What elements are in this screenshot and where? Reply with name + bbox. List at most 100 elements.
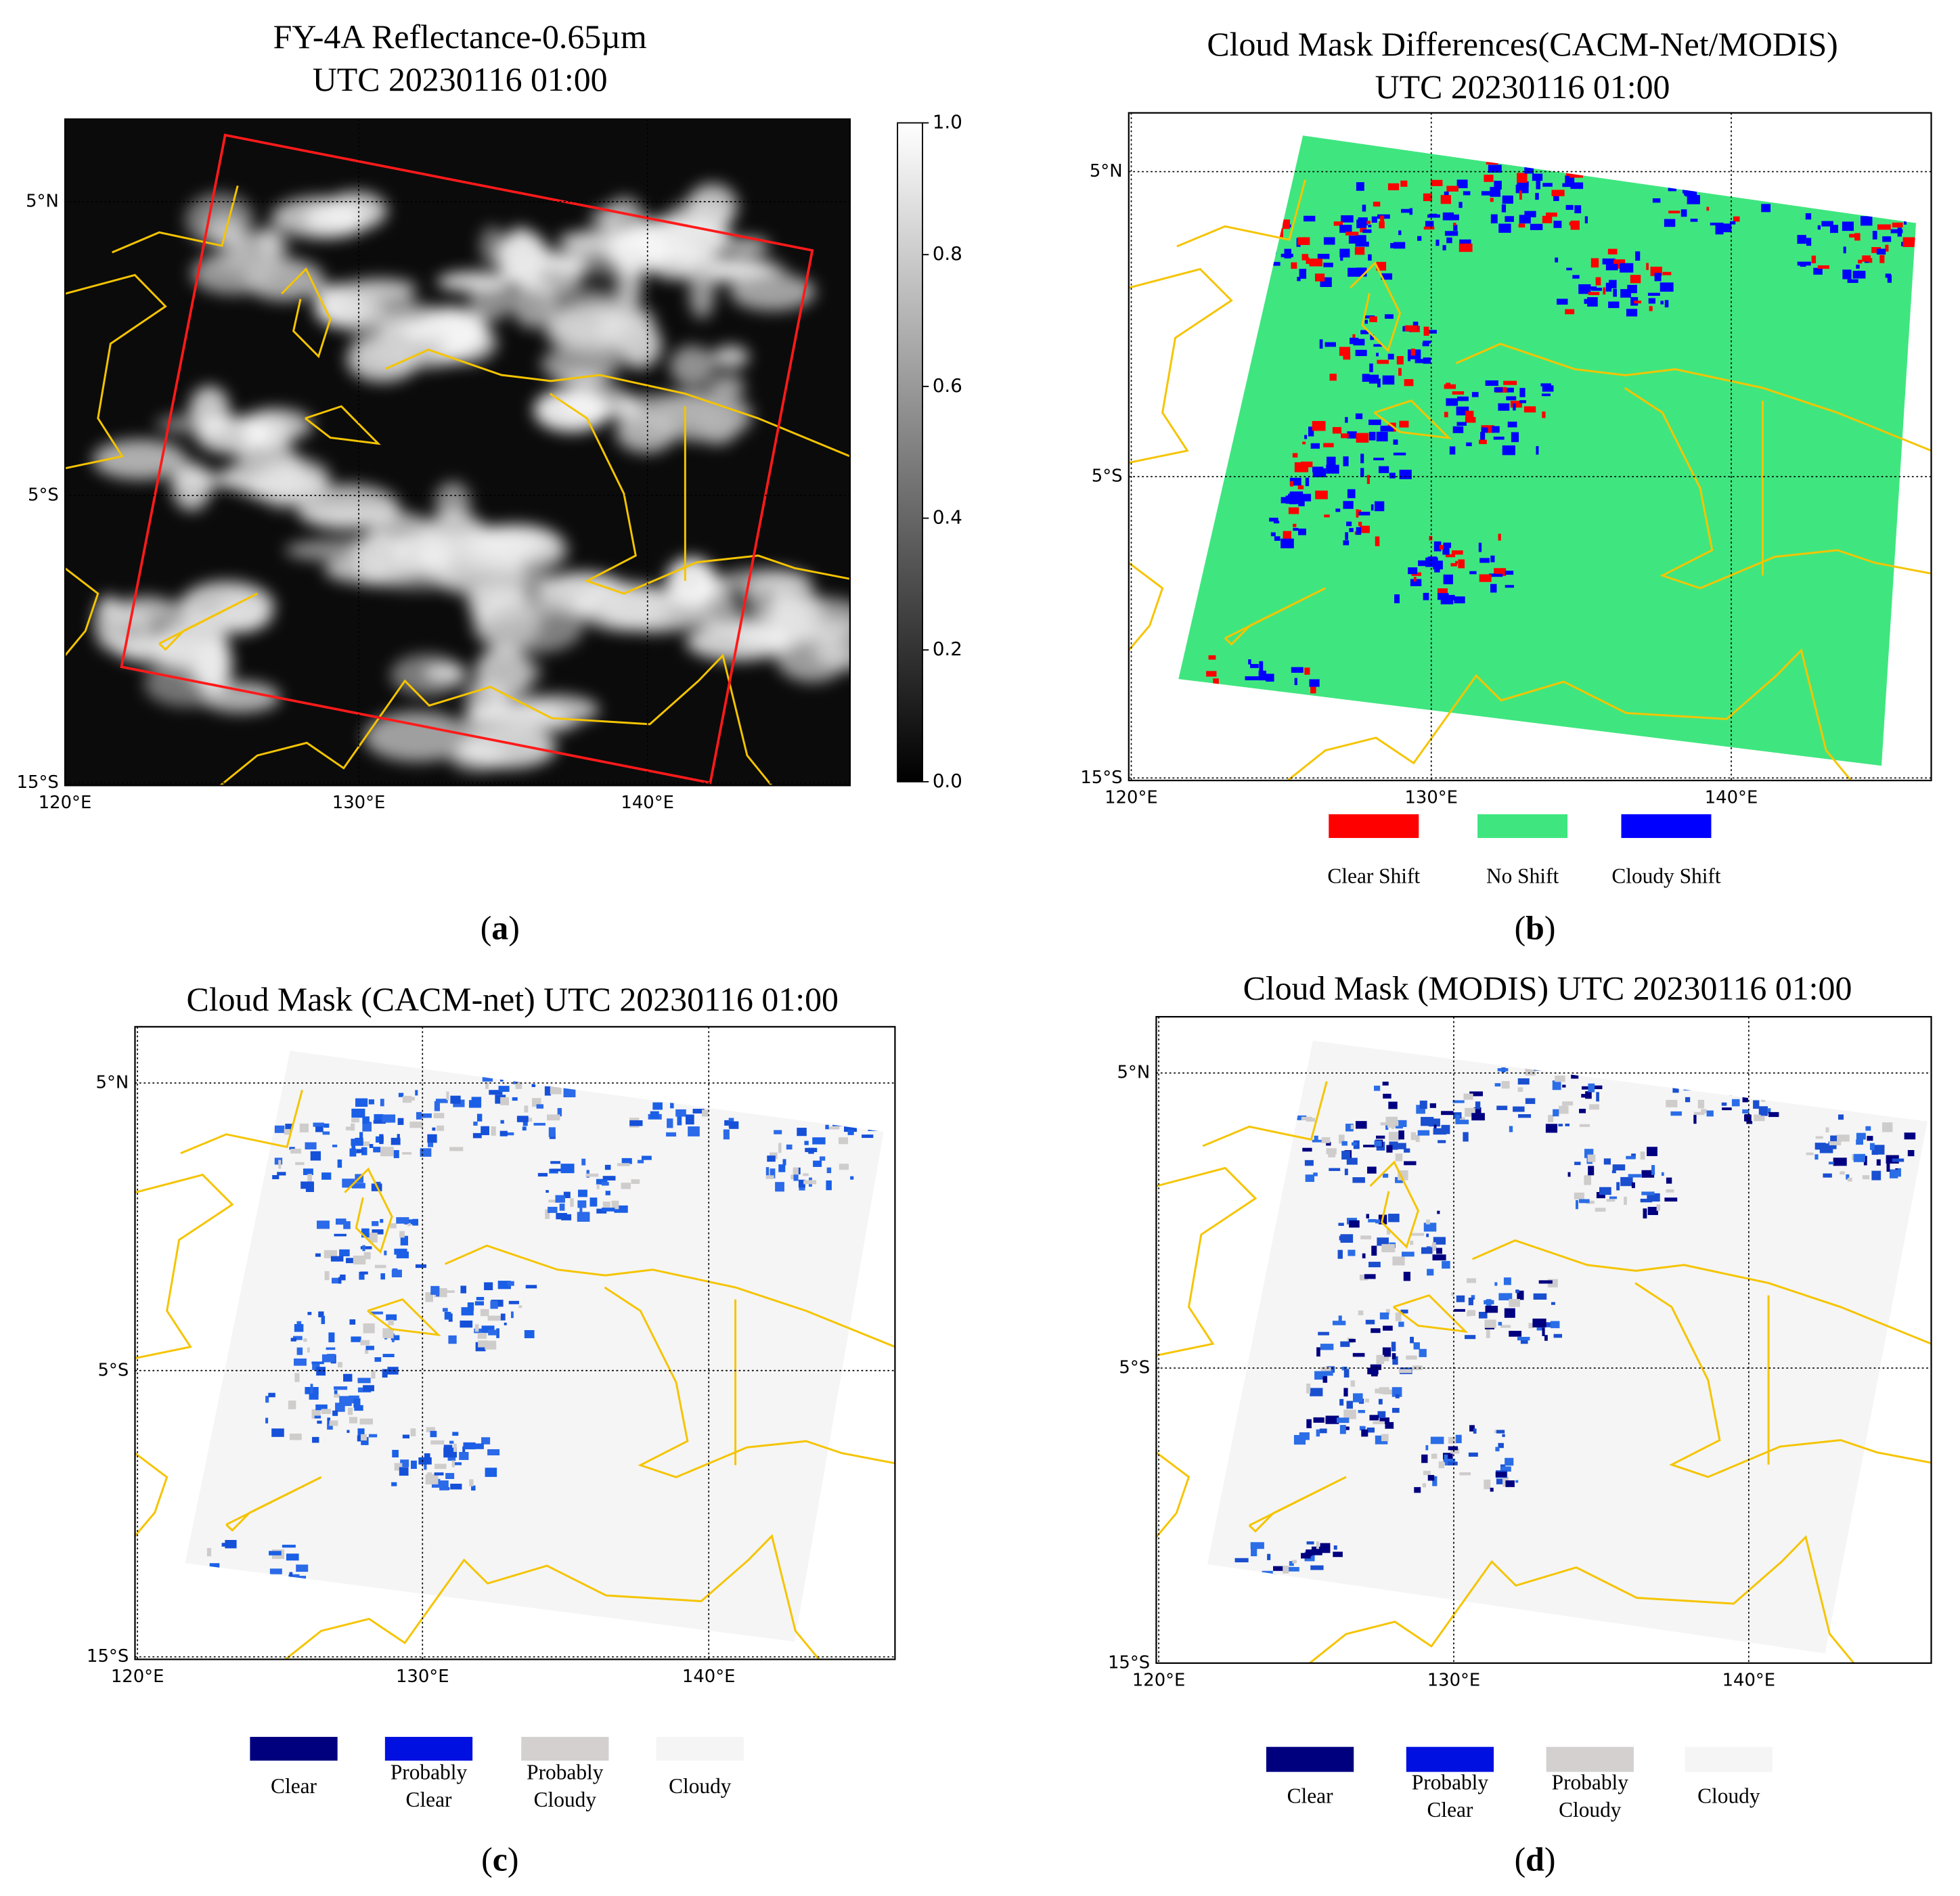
mask-patch [1366, 475, 1370, 484]
mask-patch [782, 1159, 786, 1166]
mask-patch [1429, 535, 1433, 541]
mask-patch [1574, 1192, 1584, 1199]
map-frame [1128, 112, 1932, 782]
mask-patch [1438, 1140, 1446, 1143]
mask-patch [1306, 257, 1310, 264]
mask-patch [1513, 403, 1516, 411]
mask-patch [1468, 1298, 1473, 1306]
mask-patch [478, 1340, 489, 1348]
mask-patch [1274, 1591, 1285, 1595]
mask-patch [1343, 1409, 1356, 1419]
cloud [497, 230, 549, 285]
mask-patch [1408, 567, 1418, 575]
legend-swatch [1621, 814, 1712, 838]
mask-patch [402, 1434, 409, 1438]
mask-patch [1212, 687, 1216, 696]
mask-patch [415, 1264, 427, 1269]
mask-patch [1375, 1388, 1382, 1394]
mask-patch [1805, 213, 1812, 220]
mask-patch [1641, 1191, 1655, 1195]
mask-patch [359, 1418, 373, 1425]
mask-patch [1620, 1176, 1633, 1187]
mask-patch [1496, 571, 1508, 574]
mask-patch [1309, 679, 1320, 687]
mask-patch [1392, 1256, 1405, 1266]
mask-patch [667, 1118, 673, 1128]
mask-patch [1532, 1318, 1546, 1328]
mask-patch [480, 1308, 489, 1317]
mask-patch [1744, 1114, 1752, 1122]
mask-patch [294, 1358, 307, 1366]
mask-patch [1815, 1136, 1823, 1139]
mask-patch [334, 1233, 347, 1237]
mask-patch [1589, 1104, 1599, 1110]
mask-patch [1871, 1170, 1881, 1181]
mask-patch [1505, 571, 1514, 575]
mask-patch [1856, 1132, 1866, 1140]
mask-patch [209, 1563, 220, 1572]
coastline [445, 1244, 895, 1348]
mask-patch [555, 1195, 565, 1203]
mask-patch [1518, 1114, 1532, 1118]
mask-patch [305, 1182, 314, 1192]
mask-patch [227, 1578, 234, 1586]
mask-patch [1371, 504, 1374, 511]
mask-patch [259, 1597, 267, 1607]
mask-patch [1375, 536, 1380, 546]
mask-patch [1283, 1587, 1294, 1591]
mask-patch [1398, 1321, 1404, 1327]
mask-patch [382, 1328, 394, 1338]
mask-patch [1729, 221, 1736, 225]
mask-patch [1345, 232, 1359, 236]
mask-patch [1565, 204, 1574, 211]
mask-patch [1534, 1063, 1542, 1071]
mask-patch [1310, 1565, 1324, 1570]
mask-patch [677, 1115, 682, 1126]
mask-patch [228, 1597, 240, 1602]
mask-patch [365, 1346, 374, 1350]
coastline [1224, 587, 1326, 646]
mask-patch [1582, 1086, 1592, 1090]
mask-patch [315, 1404, 328, 1411]
mask-patch [461, 1307, 474, 1316]
mask-patch [1456, 179, 1468, 189]
mask-patch [1346, 1401, 1353, 1409]
mask-patch [272, 1174, 280, 1180]
mask-patch [504, 1322, 507, 1325]
mask-patch [770, 1168, 776, 1178]
mask-patch [1613, 288, 1617, 297]
mask-patch [435, 1099, 448, 1103]
mask-patch [1370, 334, 1375, 340]
mask-patch [1609, 280, 1617, 288]
mask-patch [1289, 1561, 1294, 1566]
mask-patch [1490, 583, 1497, 593]
mask-patch [1562, 1102, 1567, 1107]
mask-patch [1865, 1126, 1871, 1131]
mask-patch [1283, 1566, 1289, 1574]
mask-patch [261, 1600, 268, 1610]
mask-patch [1585, 1091, 1592, 1099]
mask-patch [1213, 678, 1219, 686]
mask-patch [1852, 1154, 1855, 1160]
mask-patch [652, 1102, 663, 1110]
mask-patch [267, 1584, 273, 1592]
mask-patch [839, 1164, 849, 1170]
mask-patch [1340, 1341, 1350, 1347]
mask-patch [1498, 403, 1510, 411]
mask-patch [1664, 300, 1669, 308]
mask-patch [1546, 212, 1557, 217]
mask-patch [290, 1592, 300, 1599]
mask-patch [1358, 512, 1371, 516]
mask-patch [1838, 1114, 1844, 1120]
mask-patch [1326, 1141, 1331, 1146]
mask-patch [1856, 1139, 1863, 1145]
mask-patch [1388, 1101, 1398, 1109]
mask-patch [1595, 277, 1601, 286]
mask-patch [832, 1122, 845, 1126]
mask-patch [1374, 501, 1385, 512]
mask-patch [1355, 413, 1363, 420]
mask-patch [357, 1377, 371, 1384]
mask-patch [1544, 1335, 1548, 1341]
mask-patch [1453, 223, 1456, 226]
mask-patch [518, 1305, 522, 1308]
